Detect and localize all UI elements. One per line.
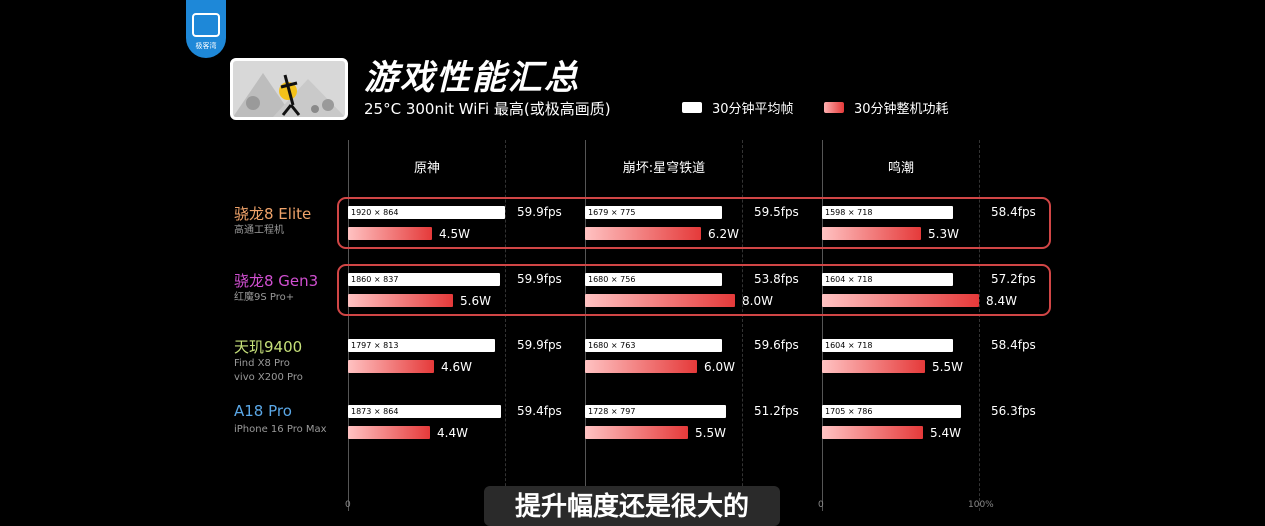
- fps-value: 51.2fps: [754, 404, 799, 418]
- legend-label-fps: 30分钟平均帧: [712, 102, 794, 117]
- fps-value: 58.4fps: [991, 205, 1036, 219]
- axis-tick-2: 100%: [968, 500, 994, 510]
- power-value: 5.5W: [932, 360, 963, 374]
- game-label: 原神: [413, 161, 441, 176]
- gridline-start: [348, 140, 349, 511]
- power-bar: [348, 426, 430, 439]
- legend-power: 30分钟整机功耗: [824, 98, 949, 117]
- logo-text: 极客湾: [195, 42, 217, 50]
- fps-value: 57.2fps: [991, 272, 1036, 286]
- power-bar: [585, 294, 735, 307]
- power-bar: [348, 227, 432, 240]
- chip-name: 骁龙8 Gen3: [234, 272, 319, 290]
- power-value: 6.2W: [708, 227, 739, 241]
- gridline-100pct: [979, 140, 980, 511]
- fps-value: 59.9fps: [517, 272, 562, 286]
- power-bar: [585, 227, 701, 240]
- power-value: 5.6W: [460, 294, 491, 308]
- fps-bar: 1679 × 775: [585, 206, 722, 219]
- fps-bar: 1860 × 837: [348, 273, 500, 286]
- gridline-100pct: [742, 140, 743, 511]
- fps-value: 59.4fps: [517, 404, 562, 418]
- fps-value: 59.9fps: [517, 205, 562, 219]
- power-value: 4.5W: [439, 227, 470, 241]
- power-bar: [822, 227, 921, 240]
- fps-value: 59.6fps: [754, 338, 799, 352]
- fps-bar: 1598 × 718: [822, 206, 953, 219]
- game-label: 崩坏:星穹铁道: [622, 161, 706, 176]
- fps-bar: 1920 × 864: [348, 206, 505, 219]
- channel-logo: 极客湾: [186, 0, 226, 58]
- power-value: 8.4W: [986, 294, 1017, 308]
- subtitle-caption: 提升幅度还是很大的: [484, 486, 780, 526]
- chip-name: 天玑9400: [234, 338, 303, 356]
- power-value: 5.3W: [928, 227, 959, 241]
- device-name: iPhone 16 Pro Max: [234, 424, 327, 435]
- fps-bar: 1680 × 756: [585, 273, 722, 286]
- test-conditions: 25°C 300nit WiFi 最高(或极高画质): [364, 100, 611, 118]
- fps-value: 59.5fps: [754, 205, 799, 219]
- fps-bar: 1604 × 718: [822, 339, 953, 352]
- chart-stage: 极客湾 游戏性能汇总 25°C 300nit WiFi 最高(或极高画质) 30…: [186, 0, 1051, 526]
- page-title: 游戏性能汇总: [364, 58, 580, 98]
- power-bar: [585, 360, 697, 373]
- power-value: 5.4W: [930, 426, 961, 440]
- power-bar: [585, 426, 688, 439]
- chip-name: 骁龙8 Elite: [234, 205, 312, 223]
- device-name: vivo X200 Pro: [234, 372, 303, 383]
- power-bar: [348, 360, 434, 373]
- game-label: 鸣潮: [887, 161, 915, 176]
- power-value: 4.4W: [437, 426, 468, 440]
- power-value: 4.6W: [441, 360, 472, 374]
- device-name: 红魔9S Pro+: [234, 292, 295, 303]
- fps-bar: 1680 × 763: [585, 339, 722, 352]
- axis-tick-1: 0: [818, 500, 824, 510]
- power-bar: [822, 426, 923, 439]
- fps-bar: 1728 × 797: [585, 405, 726, 418]
- gridline-100pct: [505, 140, 506, 511]
- game-thumbnail-icon: [230, 58, 348, 120]
- device-name: 高通工程机: [234, 225, 284, 236]
- fps-bar: 1797 × 813: [348, 339, 495, 352]
- logo-glyph-icon: [192, 13, 220, 37]
- fps-value: 56.3fps: [991, 404, 1036, 418]
- fps-bar: 1705 × 786: [822, 405, 961, 418]
- legend-label-power: 30分钟整机功耗: [854, 102, 949, 117]
- legend-swatch-red: [824, 102, 844, 113]
- highlight-box: [337, 197, 1051, 249]
- device-name: Find X8 Pro: [234, 358, 290, 369]
- fps-value: 53.8fps: [754, 272, 799, 286]
- highlight-box: [337, 264, 1051, 316]
- axis-tick-0: 0: [345, 500, 351, 510]
- legend-fps: 30分钟平均帧: [682, 98, 794, 117]
- fps-bar: 1604 × 718: [822, 273, 953, 286]
- legend-swatch-white: [682, 102, 702, 113]
- gridline-start: [585, 140, 586, 511]
- power-value: 5.5W: [695, 426, 726, 440]
- power-bar: [822, 294, 979, 307]
- power-bar: [822, 360, 925, 373]
- power-value: 6.0W: [704, 360, 735, 374]
- fps-value: 59.9fps: [517, 338, 562, 352]
- power-bar: [348, 294, 453, 307]
- fps-value: 58.4fps: [991, 338, 1036, 352]
- power-value: 8.0W: [742, 294, 773, 308]
- gridline-start: [822, 140, 823, 511]
- chip-name: A18 Pro: [234, 402, 292, 420]
- fps-bar: 1873 × 864: [348, 405, 501, 418]
